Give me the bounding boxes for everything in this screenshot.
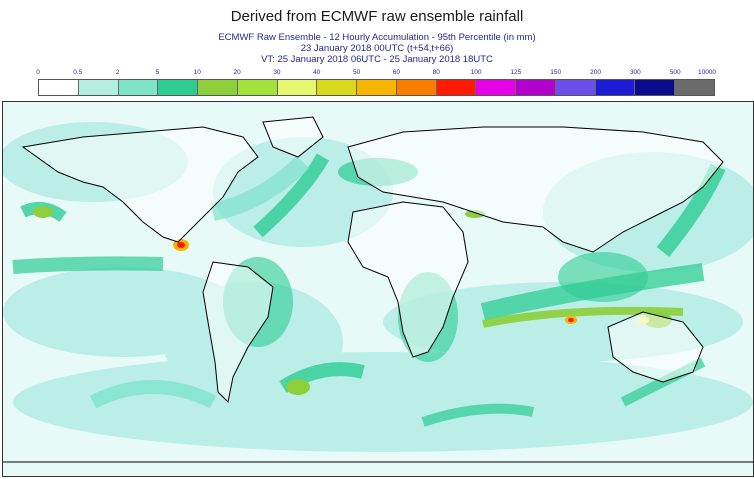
- chart-subtitle-valid-time: VT: 25 January 2018 06UTC - 25 January 2…: [261, 54, 493, 65]
- rainfall-world-map: [2, 101, 754, 477]
- legend-swatch: [555, 80, 596, 95]
- legend-threshold-label: 20: [233, 69, 241, 76]
- legend-threshold-label: 5: [155, 69, 160, 76]
- legend-color-bar: [38, 79, 715, 96]
- legend-threshold-label: 40: [313, 69, 321, 76]
- legend-threshold-label: 100: [470, 69, 482, 76]
- legend-threshold-label: 0.5: [73, 69, 83, 76]
- legend-swatch: [396, 80, 437, 95]
- legend-swatch: [118, 80, 159, 95]
- legend-swatch: [78, 80, 119, 95]
- legend-swatch: [476, 80, 517, 95]
- legend-threshold-label: 80: [432, 69, 440, 76]
- legend-threshold-label: 150: [550, 69, 562, 76]
- legend-threshold-label: 2: [115, 69, 120, 76]
- legend-swatch: [39, 80, 79, 95]
- legend-threshold-label: 125: [510, 69, 522, 76]
- legend-threshold-label: 200: [590, 69, 601, 76]
- chart-subtitle-product: ECMWF Raw Ensemble - 12 Hourly Accumulat…: [218, 32, 536, 43]
- legend-swatch: [595, 80, 636, 95]
- chart-title: Derived from ECMWF raw ensemble rainfall: [230, 8, 524, 25]
- legend-swatch: [357, 80, 397, 95]
- legend-threshold-label: 300: [629, 69, 641, 76]
- legend-threshold-labels: 0 0.5 2 5 10 20 30 40 50 60 80 100 125 150 200 300 500 10…: [36, 69, 717, 79]
- legend-threshold-label: 500: [669, 69, 681, 76]
- legend-swatch: [516, 80, 556, 95]
- legend-swatch: [237, 80, 278, 95]
- legend-swatch: [277, 80, 318, 95]
- legend-threshold-label: 10: [193, 69, 201, 76]
- legend-threshold-label: 60: [392, 69, 401, 76]
- legend-swatch: [635, 80, 676, 95]
- continent-outlines: [3, 116, 753, 463]
- legend-swatch: [317, 80, 358, 95]
- chart-subtitle-base-time: 23 January 2018 00UTC (t+54,t+66): [300, 43, 454, 54]
- legend-threshold-label: 0: [36, 69, 40, 76]
- legend-threshold-label: 10000: [697, 69, 717, 76]
- legend-threshold-label: 50: [352, 69, 361, 76]
- legend-swatch: [436, 80, 477, 95]
- legend-threshold-label: 30: [273, 69, 281, 76]
- legend-swatch: [198, 80, 238, 95]
- legend-swatch: [158, 80, 199, 95]
- legend-swatch: [675, 80, 715, 95]
